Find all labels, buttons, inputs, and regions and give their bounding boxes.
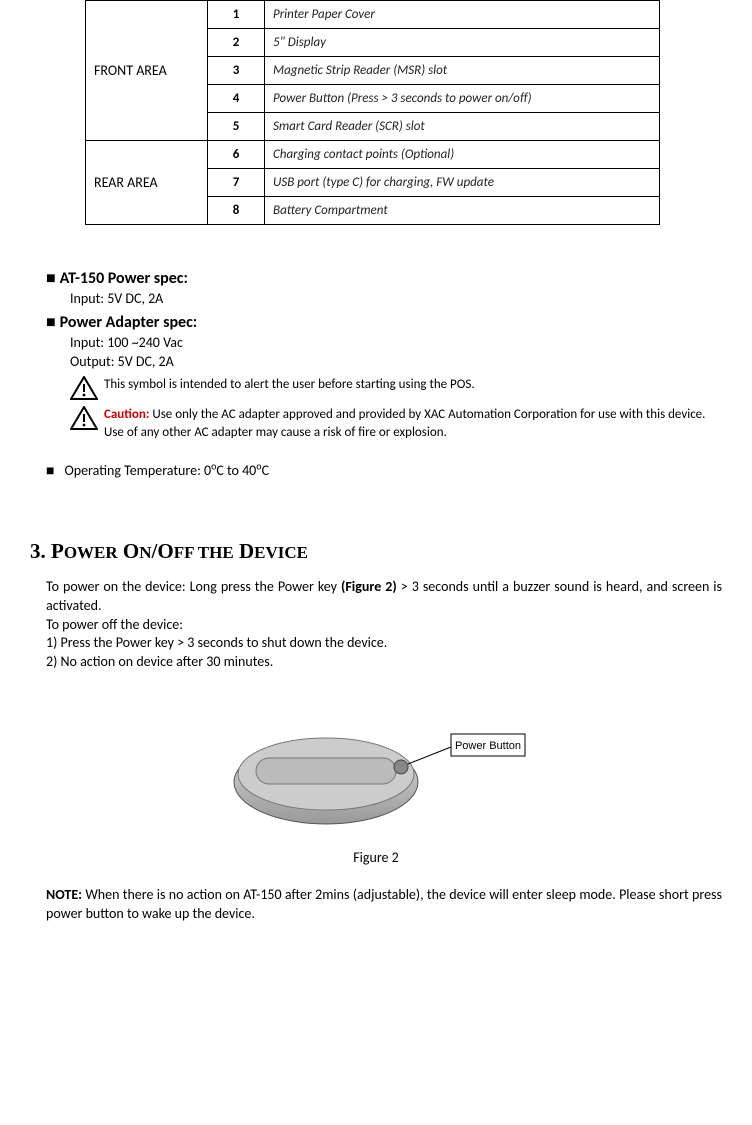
figure-caption: Figure 2 (30, 849, 722, 866)
p4: 2) No action on device after 30 minutes. (46, 653, 722, 672)
part-desc: Smart Card Reader (SCR) slot (265, 113, 660, 141)
p1a: To power on the device: Long press the P… (46, 578, 341, 595)
part-desc: USB port (type C) for charging, FW updat… (265, 169, 660, 197)
part-desc: Printer Paper Cover (265, 1, 660, 29)
section-heading: 3. POWER ON/OFF THE DEVICE (30, 539, 722, 564)
warning-icon (70, 376, 98, 400)
caution-body: Use only the AC adapter approved and pro… (104, 407, 705, 440)
part-num: 5 (208, 113, 265, 141)
part-desc: Charging contact points (Optional) (265, 141, 660, 169)
note-label: NOTE: (46, 886, 82, 903)
part-num: 6 (208, 141, 265, 169)
part-desc: 5" Display (265, 29, 660, 57)
part-num: 2 (208, 29, 265, 57)
section-number: 3. (30, 539, 51, 563)
p2: To power off the device: (46, 616, 722, 635)
spec1-heading: ■AT-150 Power spec: (46, 269, 722, 288)
power-button-label: Power Button (455, 740, 521, 752)
section-title: POWER ON/OFF THE DEVICE (51, 539, 308, 563)
section-body: To power on the device: Long press the P… (46, 578, 722, 672)
op-temp-text: Operating Temperature: 0oC to 40oC (64, 462, 269, 479)
op-temp-row: ■Operating Temperature: 0oC to 40oC (46, 459, 722, 479)
part-desc: Battery Compartment (265, 197, 660, 225)
spec2-line2: Output: 5V DC, 2A (70, 353, 722, 370)
front-area-cell: FRONT AREA (86, 1, 208, 141)
figure-2-image: Power Button (226, 712, 526, 837)
caution-label: Caution: (104, 407, 149, 422)
spec2-line1: Input: 100 ~240 Vac (70, 334, 722, 351)
spec1-line1: Input: 5V DC, 2A (70, 290, 722, 307)
p3: 1) Press the Power key > 3 seconds to sh… (46, 634, 722, 653)
warning-icon (70, 406, 98, 430)
p1b: (Figure 2) (341, 578, 397, 595)
parts-table: FRONT AREA 1 Printer Paper Cover 2 5" Di… (85, 0, 660, 225)
part-num: 8 (208, 197, 265, 225)
note-block: NOTE: When there is no action on AT-150 … (46, 886, 722, 924)
warning-row-1: This symbol is intended to alert the use… (70, 376, 722, 400)
warning-row-2: Caution: Use only the AC adapter approve… (70, 406, 722, 441)
part-num: 4 (208, 85, 265, 113)
rear-area-cell: REAR AREA (86, 141, 208, 225)
part-num: 1 (208, 1, 265, 29)
part-num: 7 (208, 169, 265, 197)
note-text: When there is no action on AT-150 after … (46, 886, 722, 922)
warning-1-text: This symbol is intended to alert the use… (104, 376, 475, 394)
part-desc: Magnetic Strip Reader (MSR) slot (265, 57, 660, 85)
spec2-heading: ■Power Adapter spec: (46, 313, 722, 332)
caution-text-wrap: Caution: Use only the AC adapter approve… (104, 406, 722, 441)
part-num: 3 (208, 57, 265, 85)
part-desc: Power Button (Press > 3 seconds to power… (265, 85, 660, 113)
spec2-title: Power Adapter spec: (60, 313, 198, 332)
spec1-title: AT-150 Power spec: (60, 269, 188, 288)
